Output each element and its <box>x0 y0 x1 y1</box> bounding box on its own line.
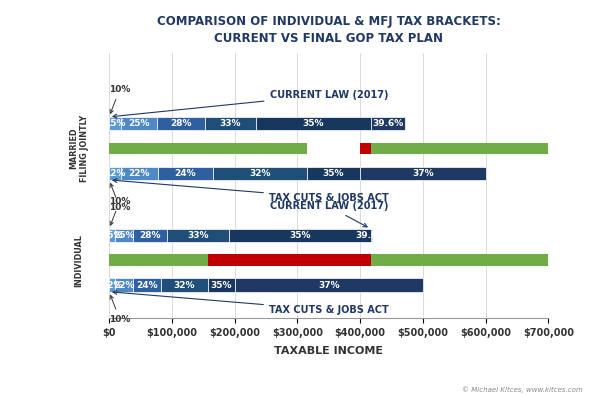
Bar <box>370 117 405 130</box>
Text: 15%: 15% <box>101 231 123 240</box>
Text: 32%: 32% <box>174 280 195 290</box>
Text: 35%: 35% <box>289 231 311 240</box>
Text: 32%: 32% <box>249 169 270 178</box>
Bar <box>109 229 115 242</box>
Bar <box>121 117 157 130</box>
Bar <box>133 229 167 242</box>
Text: 10%: 10% <box>109 197 130 225</box>
Bar <box>109 278 115 292</box>
Bar <box>158 167 213 180</box>
Text: 37%: 37% <box>412 169 434 178</box>
Bar <box>234 278 423 292</box>
Text: 35%: 35% <box>210 280 232 290</box>
Text: 33%: 33% <box>220 119 241 128</box>
Bar <box>229 229 370 242</box>
Text: 33%: 33% <box>187 231 209 240</box>
Text: 25%: 25% <box>113 231 135 240</box>
Bar <box>115 278 133 292</box>
Bar <box>370 254 548 266</box>
Text: 35%: 35% <box>323 169 344 178</box>
Bar <box>360 167 486 180</box>
Text: 39.6%: 39.6% <box>356 231 387 240</box>
Text: 25%: 25% <box>128 119 150 128</box>
Text: 24%: 24% <box>174 169 196 178</box>
Bar <box>161 278 208 292</box>
Text: INDIVIDUAL: INDIVIDUAL <box>74 234 84 287</box>
Text: 37%: 37% <box>318 280 340 290</box>
Bar <box>256 117 370 130</box>
Text: TAX CUTS & JOBS ACT: TAX CUTS & JOBS ACT <box>113 179 389 203</box>
Bar <box>109 167 121 180</box>
Text: 12%: 12% <box>101 280 123 290</box>
Bar <box>307 143 360 154</box>
Bar <box>205 117 256 130</box>
Bar <box>208 254 370 266</box>
Bar <box>109 117 121 130</box>
Text: CURRENT LAW (2017): CURRENT LAW (2017) <box>113 90 388 118</box>
Text: 15%: 15% <box>104 119 125 128</box>
Bar <box>307 167 360 180</box>
Bar <box>208 278 234 292</box>
Bar <box>370 229 372 242</box>
Text: 10%: 10% <box>109 184 130 212</box>
Bar <box>115 229 133 242</box>
Text: 10%: 10% <box>109 295 130 324</box>
X-axis label: TAXABLE INCOME: TAXABLE INCOME <box>274 346 383 356</box>
Bar <box>109 254 208 266</box>
Bar <box>121 167 158 180</box>
Text: 28%: 28% <box>170 119 191 128</box>
Bar <box>109 143 307 154</box>
Bar <box>133 278 161 292</box>
Text: 22%: 22% <box>128 169 150 178</box>
Bar <box>213 167 307 180</box>
Text: 12%: 12% <box>104 169 125 178</box>
Text: TAX CUTS & JOBS ACT: TAX CUTS & JOBS ACT <box>113 290 389 315</box>
Text: © Michael Kitces, www.kitces.com: © Michael Kitces, www.kitces.com <box>462 386 583 393</box>
Bar <box>167 229 229 242</box>
Text: CURRENT LAW (2017): CURRENT LAW (2017) <box>270 201 388 227</box>
Text: 28%: 28% <box>139 231 161 240</box>
Text: 39.6%: 39.6% <box>372 119 403 128</box>
Text: MARRIED
FILING JOINTLY: MARRIED FILING JOINTLY <box>69 115 88 182</box>
Text: 22%: 22% <box>114 280 135 290</box>
Text: 35%: 35% <box>302 119 324 128</box>
Text: 10%: 10% <box>109 85 130 113</box>
Title: COMPARISON OF INDIVIDUAL & MFJ TAX BRACKETS:
CURRENT VS FINAL GOP TAX PLAN: COMPARISON OF INDIVIDUAL & MFJ TAX BRACK… <box>157 15 501 45</box>
Text: 24%: 24% <box>136 280 158 290</box>
Bar <box>370 143 548 154</box>
Bar <box>157 117 205 130</box>
Bar <box>360 143 370 154</box>
